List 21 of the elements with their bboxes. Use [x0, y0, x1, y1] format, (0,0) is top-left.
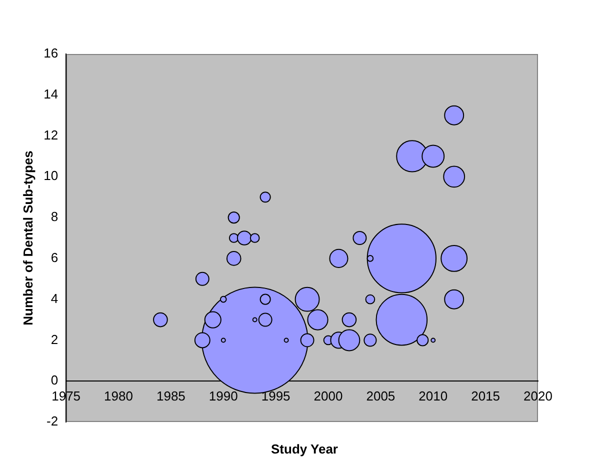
y-axis-title: Number of Dental Sub-types	[20, 150, 36, 326]
y-tick-label: 4	[50, 290, 58, 306]
x-tick-label: 2020	[524, 388, 552, 404]
x-tick-label: 2000	[314, 388, 343, 404]
y-tick-label: 6	[50, 250, 58, 266]
x-tick-label: 1990	[208, 388, 238, 404]
y-tick-label: -2	[46, 414, 58, 429]
x-axis-title: Study Year	[271, 441, 338, 456]
x-tick-label: 1995	[261, 388, 290, 404]
y-tick-label: 2	[50, 332, 58, 347]
x-tick-label: 2005	[366, 388, 396, 404]
y-tick-label: 16	[44, 46, 58, 61]
y-tick-label: 10	[44, 168, 58, 184]
x-tick-label: 1985	[156, 388, 186, 404]
x-tick-label: 2010	[418, 388, 448, 404]
y-tick-label: 8	[50, 209, 58, 224]
x-tick-label: 1980	[104, 388, 133, 404]
x-tick-label: 2015	[471, 388, 500, 404]
y-tick-label: 0	[50, 372, 58, 388]
y-tick-label: 14	[44, 86, 58, 102]
y-tick-label: 12	[44, 127, 58, 142]
